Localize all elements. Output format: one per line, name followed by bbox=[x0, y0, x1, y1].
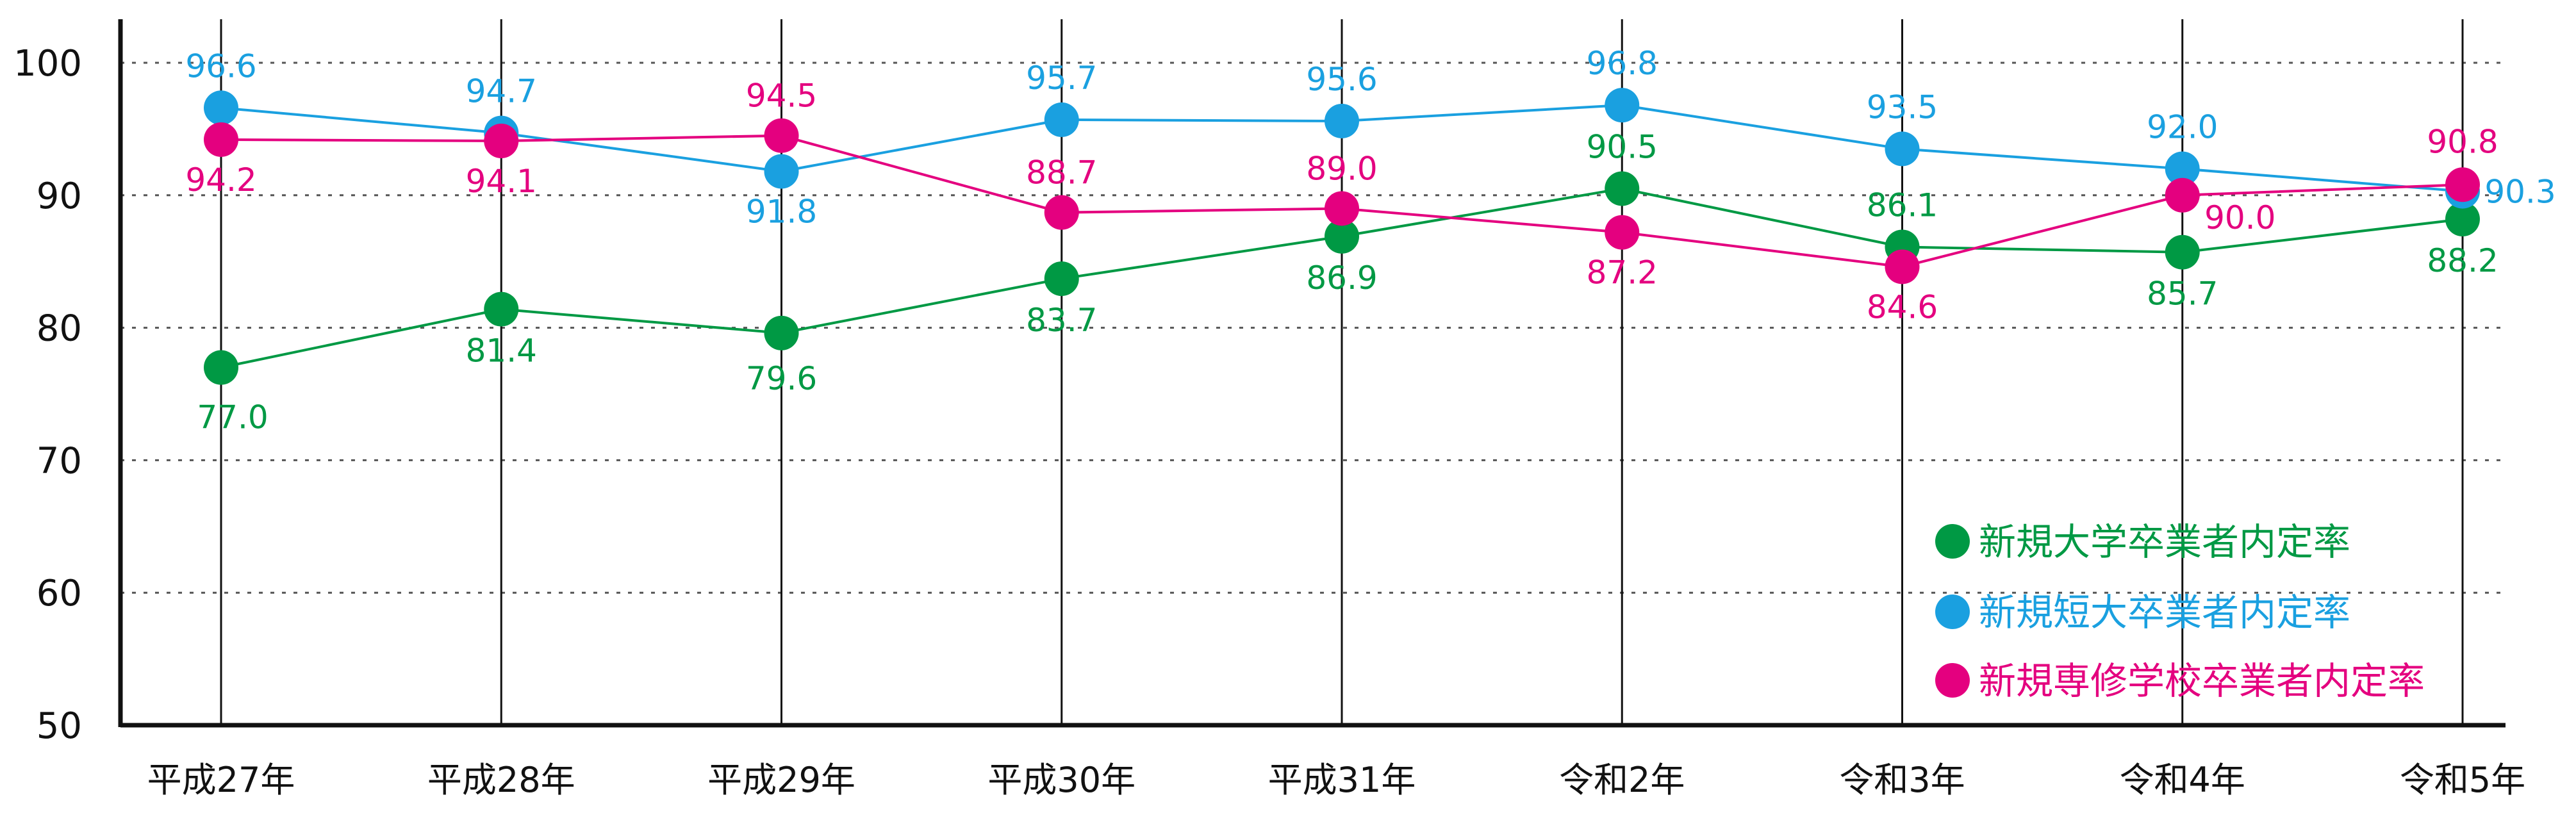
x-tick-label: 平成28年 bbox=[427, 760, 575, 800]
data-point bbox=[484, 124, 519, 159]
data-label: 94.2 bbox=[185, 161, 256, 199]
y-tick-label: 70 bbox=[37, 440, 82, 482]
y-axis-ticks: 50 60 70 80 90 100 bbox=[13, 43, 82, 747]
data-point bbox=[1885, 249, 1920, 284]
y-tick-label: 80 bbox=[37, 308, 82, 350]
data-point bbox=[204, 122, 238, 157]
data-point bbox=[764, 315, 799, 350]
data-label: 93.5 bbox=[1867, 88, 1938, 126]
data-label: 91.8 bbox=[746, 193, 817, 231]
data-point bbox=[764, 154, 799, 189]
y-tick-label: 50 bbox=[37, 705, 82, 747]
legend-marker bbox=[1935, 524, 1970, 559]
data-label: 84.6 bbox=[1867, 288, 1938, 325]
data-point bbox=[2165, 177, 2200, 213]
data-label: 88.7 bbox=[1026, 154, 1097, 192]
data-label: 79.6 bbox=[746, 360, 817, 397]
data-point bbox=[2445, 202, 2480, 237]
y-tick-label: 90 bbox=[37, 176, 82, 217]
data-labels: 77.0 81.4 79.6 83.7 86.9 90.5 86.1 85.7 88.2 96.6… bbox=[185, 45, 2555, 436]
data-label: 96.8 bbox=[1587, 45, 1658, 82]
data-point bbox=[1325, 103, 1359, 138]
data-point bbox=[1605, 171, 1640, 206]
data-point bbox=[2445, 167, 2480, 202]
data-label: 95.7 bbox=[1026, 60, 1097, 97]
x-tick-label: 令和4年 bbox=[2120, 760, 2245, 800]
data-point bbox=[204, 350, 238, 385]
data-point bbox=[1044, 102, 1079, 137]
series-group bbox=[204, 88, 2480, 385]
legend-label: 新規短大卒業者内定率 bbox=[1979, 591, 2350, 634]
x-tick-label: 平成31年 bbox=[1268, 760, 1416, 800]
data-label: 87.2 bbox=[1587, 254, 1658, 291]
legend-marker bbox=[1935, 594, 1970, 629]
y-tick-label: 100 bbox=[13, 43, 82, 85]
data-label: 77.0 bbox=[197, 399, 268, 436]
legend-label: 新規大学卒業者内定率 bbox=[1979, 520, 2350, 564]
data-point bbox=[1044, 195, 1079, 230]
data-label: 83.7 bbox=[1026, 302, 1097, 339]
data-label: 90.0 bbox=[2204, 199, 2275, 236]
x-tick-label: 令和3年 bbox=[1839, 760, 1965, 800]
data-point bbox=[1885, 131, 1920, 167]
data-point bbox=[764, 118, 799, 153]
data-label: 85.7 bbox=[2147, 275, 2218, 313]
grid-lines bbox=[120, 62, 2506, 594]
legend-marker bbox=[1935, 663, 1970, 698]
x-tick-label: 平成30年 bbox=[987, 760, 1135, 800]
x-axis-categories: 平成27年 平成28年 平成29年 平成30年 平成31年 令和2年 令和3年 令和4年 令和5… bbox=[147, 760, 2526, 800]
data-point bbox=[1044, 261, 1079, 297]
data-point bbox=[484, 291, 519, 327]
data-label: 95.6 bbox=[1306, 61, 1377, 98]
data-point bbox=[1605, 215, 1640, 250]
x-tick-label: 平成29年 bbox=[707, 760, 855, 800]
data-label: 94.7 bbox=[466, 73, 537, 110]
data-label: 92.0 bbox=[2147, 108, 2218, 145]
data-label: 94.5 bbox=[746, 78, 817, 115]
data-label: 94.1 bbox=[466, 163, 537, 200]
data-label: 81.4 bbox=[466, 332, 537, 370]
x-tick-label: 令和2年 bbox=[1559, 760, 1685, 800]
data-point bbox=[2165, 151, 2200, 186]
data-label: 86.9 bbox=[1306, 259, 1377, 297]
data-label: 89.0 bbox=[1306, 150, 1377, 187]
x-tick-label: 令和5年 bbox=[2400, 760, 2525, 800]
data-point bbox=[204, 90, 238, 126]
data-label: 90.8 bbox=[2427, 123, 2498, 160]
data-label: 96.6 bbox=[185, 47, 256, 85]
x-tick-label: 平成27年 bbox=[147, 760, 295, 800]
data-point bbox=[2165, 234, 2200, 270]
data-point bbox=[1325, 218, 1359, 254]
data-point bbox=[1325, 191, 1359, 226]
y-tick-label: 60 bbox=[37, 573, 82, 614]
data-point bbox=[1605, 88, 1640, 123]
data-label: 90.3 bbox=[2484, 174, 2555, 211]
data-label: 88.2 bbox=[2427, 242, 2498, 279]
legend-label: 新規専修学校卒業者内定率 bbox=[1979, 659, 2425, 703]
axes bbox=[118, 19, 2506, 728]
data-label: 90.5 bbox=[1587, 128, 1658, 165]
data-label: 86.1 bbox=[1867, 186, 1938, 224]
